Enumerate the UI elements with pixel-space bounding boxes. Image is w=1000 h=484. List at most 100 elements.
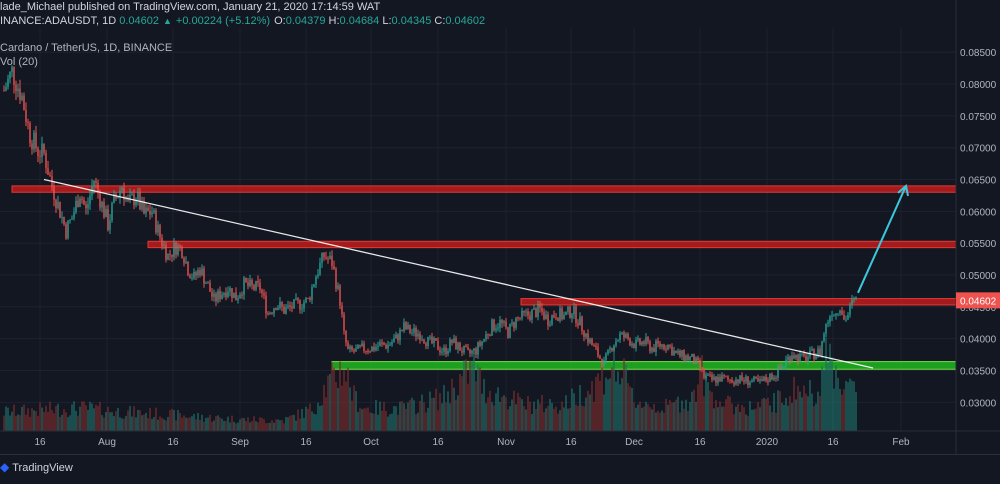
candle-body-374 — [751, 380, 753, 383]
candle-body-213 — [429, 336, 431, 338]
candle-body-169 — [341, 305, 343, 315]
volume-bar-386 — [775, 412, 777, 431]
candle-body-103 — [209, 282, 211, 292]
candle-body-138 — [279, 301, 281, 308]
projection-arrow — [857, 185, 907, 294]
candle-body-19 — [41, 143, 43, 158]
volume-bar-332 — [667, 404, 669, 431]
candle-body-168 — [339, 285, 341, 306]
candle-body-372 — [747, 376, 749, 386]
candle-body-325 — [653, 347, 655, 352]
volume-bar-65 — [133, 406, 135, 431]
time-tick-7: Nov — [497, 437, 515, 448]
candle-body-203 — [409, 324, 411, 334]
volume-bar-50 — [103, 417, 105, 431]
candle-body-186 — [375, 346, 377, 351]
volume-bar-378 — [759, 407, 761, 431]
candle-body-381 — [765, 376, 767, 381]
volume-bar-107 — [217, 415, 219, 431]
volume-bar-48 — [99, 401, 101, 431]
candle-body-234 — [471, 350, 473, 354]
series-legend[interactable]: Cardano / TetherUS, 1D, BINANCE — [0, 42, 173, 54]
volume-bar-168 — [339, 361, 341, 431]
volume-bar-36 — [75, 410, 77, 431]
candle-body-379 — [761, 379, 763, 381]
candle-body-140 — [283, 306, 285, 314]
candle-body-72 — [147, 207, 149, 211]
volume-bar-298 — [599, 380, 601, 431]
candle-body-231 — [465, 345, 467, 348]
candle-body-198 — [399, 329, 401, 341]
candle-body-296 — [595, 345, 597, 348]
candle-body-275 — [553, 315, 555, 318]
volume-bar-289 — [581, 405, 583, 431]
symbol-name[interactable]: INANCE:ADAUSDT, 1D — [0, 15, 117, 27]
volume-bar-208 — [419, 400, 421, 431]
volume-bar-198 — [399, 401, 401, 431]
volume-bar-319 — [641, 407, 643, 431]
volume-bar-189 — [381, 410, 383, 431]
volume-bar-264 — [531, 414, 533, 431]
volume-legend[interactable]: Vol (20) — [0, 56, 38, 68]
volume-bar-136 — [275, 419, 277, 431]
candle-body-233 — [469, 349, 471, 354]
candle-body-28 — [59, 201, 61, 218]
tradingview-logo[interactable]: ◆ TradingView — [0, 460, 73, 474]
volume-bar-128 — [259, 417, 261, 431]
candle-body-408 — [819, 348, 821, 355]
candle-body-295 — [593, 345, 595, 347]
volume-bar-351 — [705, 371, 707, 431]
volume-bar-277 — [557, 413, 559, 431]
volume-bar-175 — [353, 385, 355, 431]
volume-bar-279 — [561, 401, 563, 431]
candle-body-49 — [101, 201, 103, 208]
candle-body-219 — [441, 351, 443, 353]
candle-body-373 — [749, 382, 751, 386]
volume-bar-30 — [63, 409, 65, 431]
candle-body-4 — [11, 66, 13, 72]
volume-bar-218 — [439, 393, 441, 431]
volume-bar-139 — [281, 420, 283, 431]
candle-body-349 — [701, 367, 703, 369]
volume-bar-213 — [429, 391, 431, 431]
volume-bar-119 — [241, 417, 243, 431]
volume-bar-284 — [571, 388, 573, 431]
candle-body-360 — [723, 375, 725, 377]
author-name[interactable]: lade_Michael — [0, 1, 65, 13]
volume-bar-55 — [113, 416, 115, 431]
candle-body-207 — [417, 333, 419, 337]
candle-body-122 — [247, 282, 249, 287]
volume-bar-365 — [733, 414, 735, 431]
volume-bar-339 — [681, 400, 683, 431]
volume-bar-99 — [201, 414, 203, 431]
volume-bar-43 — [89, 401, 91, 431]
candle-body-109 — [221, 294, 223, 300]
volume-bar-206 — [415, 414, 417, 431]
candle-body-164 — [331, 255, 333, 267]
volume-bar-358 — [719, 401, 721, 431]
volume-bar-92 — [187, 418, 189, 431]
volume-bar-90 — [183, 415, 185, 431]
candle-body-114 — [231, 288, 233, 299]
candle-body-102 — [207, 282, 209, 284]
volume-bar-15 — [33, 410, 35, 431]
volume-bar-256 — [515, 404, 517, 431]
volume-bar-212 — [427, 407, 429, 431]
candle-body-212 — [427, 337, 429, 346]
price-axis[interactable]: 0.08500 0.08000 0.07500 0.07000 0.06500 0.060… — [955, 0, 1000, 454]
volume-bar-260 — [523, 406, 525, 431]
time-axis[interactable]: 16 Aug 16 Sep 16 Oct 16 Nov 16 Dec 16 2020 16 Feb — [0, 430, 1000, 448]
volume-bar-81 — [165, 420, 167, 431]
candle-body-261 — [525, 311, 527, 313]
candle-body-214 — [431, 336, 433, 344]
volume-bar-102 — [207, 417, 209, 431]
candle-body-426 — [855, 296, 857, 299]
volume-bar-330 — [663, 412, 665, 431]
candle-body-369 — [741, 375, 743, 381]
volume-bar-103 — [209, 414, 211, 431]
volume-bar-171 — [345, 381, 347, 431]
volume-bar-224 — [451, 378, 453, 431]
volume-bar-236 — [475, 381, 477, 431]
descending-trendline — [43, 178, 874, 369]
candle-body-217 — [437, 340, 439, 350]
